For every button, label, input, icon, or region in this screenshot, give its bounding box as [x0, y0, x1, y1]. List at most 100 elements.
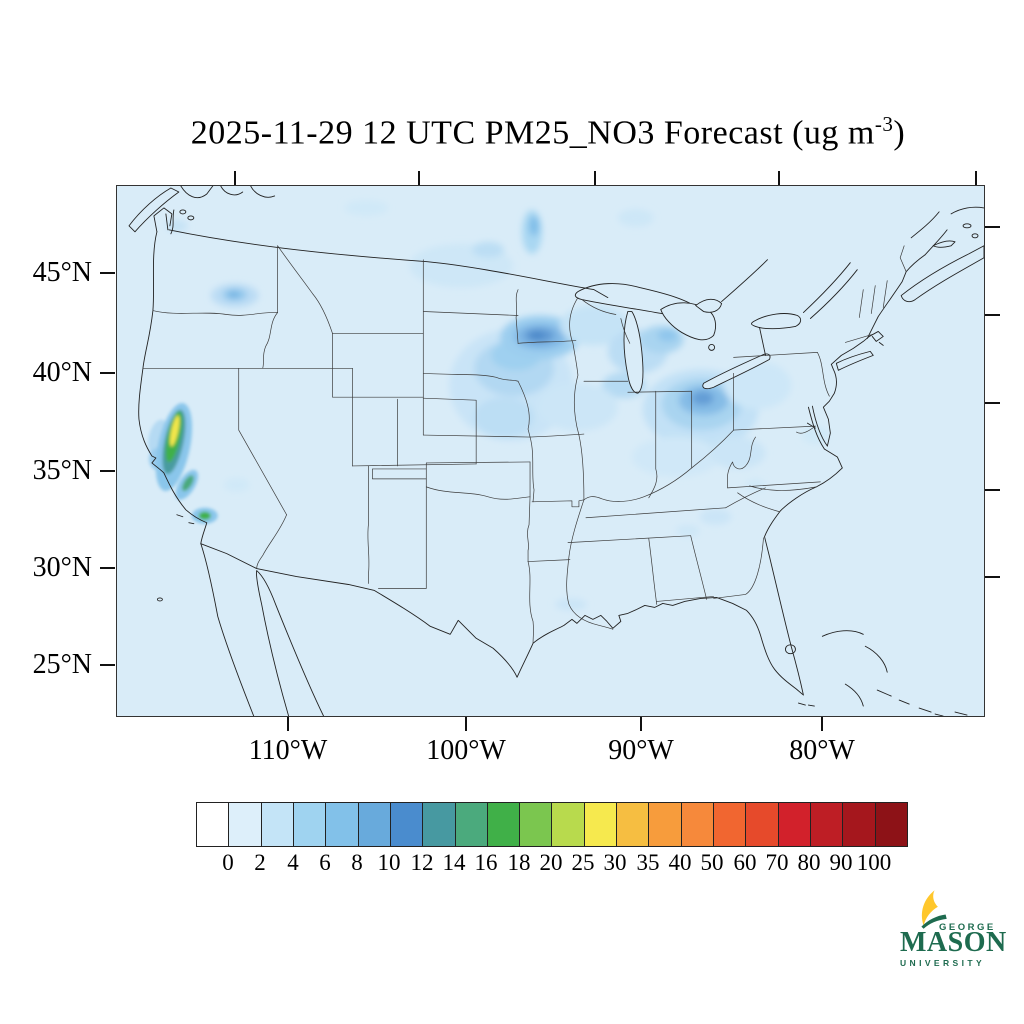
lat-tick-left [100, 664, 115, 666]
colorbar-tick: 2 [254, 850, 266, 875]
colorbar-tick: 6 [319, 850, 331, 875]
vancouver-island [128, 187, 180, 233]
colorbar-segment [454, 803, 487, 846]
colorbar-segment [260, 803, 293, 846]
lat-tick-right [985, 314, 1000, 316]
lat-tick-left [100, 272, 115, 274]
title-text: 2025-11-29 12 UTC PM25_NO3 Forecast (ug … [190, 114, 875, 152]
colorbar-tick: 10 [377, 850, 401, 875]
us-canada-border [168, 229, 609, 299]
colorbar-segment [616, 803, 649, 846]
map-background [117, 186, 984, 716]
colorbar-tick: 90 [829, 850, 853, 875]
lat-tick-right [985, 576, 1000, 578]
gmu-logo-george: GEORGE [939, 922, 996, 933]
lon-tick-top [594, 171, 596, 185]
colorbar-segment [292, 803, 326, 846]
colorbar-segment [648, 803, 681, 846]
lat-label-25n: 25°N [32, 649, 92, 680]
st-lawrence-river [802, 262, 858, 319]
lon-tick-top [975, 171, 977, 185]
lat-tick-right [985, 402, 1000, 404]
colorbar-segment [713, 803, 746, 846]
gmu-flame-icon [921, 890, 947, 929]
us-state-borders [142, 245, 907, 644]
colorbar-tick: 40 [668, 850, 692, 875]
colorbar-segment [325, 803, 358, 846]
lat-tick-left [100, 470, 115, 472]
lat-tick-right [985, 226, 1000, 228]
gulf-of-california [255, 570, 324, 716]
lat-label-40n: 40°N [32, 357, 92, 388]
colorbar-tick: 70 [765, 850, 789, 875]
lake-okeechobee [785, 644, 796, 655]
puget-sound [153, 207, 175, 235]
lon-tick-top [234, 171, 236, 185]
ottawa-river [721, 259, 768, 303]
lon-tick-bottom [465, 717, 467, 731]
great-lakes [574, 283, 802, 655]
maine-coast [866, 254, 926, 339]
colorbar-tick: 14 [442, 850, 466, 875]
lat-label-45n: 45°N [32, 257, 92, 288]
colorbar-tick: 18 [507, 850, 531, 875]
british-columbia-coast [180, 186, 276, 199]
colorbar-segment [874, 803, 907, 846]
new-england-coast [830, 331, 884, 365]
lon-tick-bottom [287, 717, 289, 731]
map-canvas [117, 186, 984, 716]
delmarva-new-jersey-coast [822, 363, 837, 447]
colorbar-tick: 35 [636, 850, 660, 875]
us-mexico-border [200, 543, 518, 678]
colorbar-tick: 100 [856, 850, 892, 875]
colorbar-segment [680, 803, 713, 846]
coastlines [128, 186, 984, 716]
colorbar-tick: 16 [474, 850, 498, 875]
colorbar-tick: 12 [410, 850, 434, 875]
lon-label-100w: 100°W [426, 735, 506, 766]
colorbar-segment [842, 803, 875, 846]
colorbar-tick: 20 [539, 850, 563, 875]
colorbar-tick: 30 [603, 850, 627, 875]
pacific-coast [138, 231, 255, 716]
california-plume [148, 403, 218, 524]
colorbar-segment [197, 803, 229, 846]
colorbar-tick: 4 [287, 850, 299, 875]
cuba-coast [934, 711, 968, 716]
colorbar-tick: 60 [733, 850, 757, 875]
lon-tick-bottom [821, 717, 823, 731]
colorbar-segment [551, 803, 584, 846]
gulf-of-st-lawrence [910, 206, 984, 256]
colorbar-segment [486, 803, 520, 846]
colorbar-segment [389, 803, 423, 846]
colorbar-segment [519, 803, 552, 846]
nova-scotia [900, 245, 984, 303]
colorbar-segment [357, 803, 390, 846]
gulf-and-atlantic-coast [516, 448, 843, 696]
guadalupe-island [156, 597, 163, 602]
page-title: 2025-11-29 12 UTC PM25_NO3 Forecast (ug … [76, 112, 1020, 152]
channel-islands [176, 514, 195, 525]
lat-tick-left [100, 372, 115, 374]
title-suffix: ) [893, 114, 906, 152]
gmu-logo-university: UNIVERSITY [900, 958, 986, 968]
lon-label-110w: 110°W [248, 735, 328, 766]
colorbar-segment [583, 803, 617, 846]
florida-keys [797, 702, 815, 707]
lon-tick-top [778, 171, 780, 185]
gmu-logo: GEORGE MASON UNIVERSITY [892, 889, 1022, 975]
colorbar-segment [228, 803, 261, 846]
lon-tick-bottom [640, 717, 642, 731]
colorbar-tick: 0 [222, 850, 234, 875]
colorbar-tick: 50 [700, 850, 724, 875]
lon-tick-top [418, 171, 420, 185]
lon-label-90w: 90°W [608, 735, 674, 766]
long-island [835, 350, 874, 371]
colorbar-tick: 80 [797, 850, 821, 875]
lat-label-30n: 30°N [32, 552, 92, 583]
lon-label-80w: 80°W [789, 735, 855, 766]
colorbar-tick: 8 [351, 850, 363, 875]
title-exponent: -3 [874, 112, 894, 136]
niagara-river [759, 327, 766, 356]
